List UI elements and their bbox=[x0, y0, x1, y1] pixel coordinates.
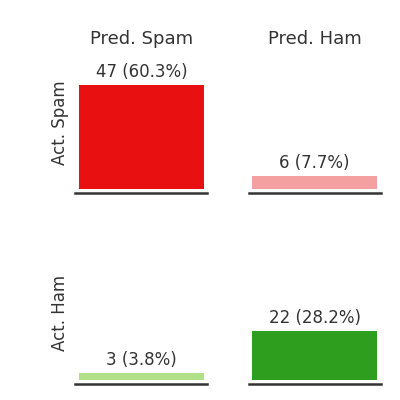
Y-axis label: Act. Ham: Act. Ham bbox=[51, 275, 69, 352]
Bar bbox=[79, 373, 204, 380]
Y-axis label: Act. Spam: Act. Spam bbox=[51, 80, 69, 165]
Bar bbox=[252, 331, 377, 380]
Bar bbox=[79, 85, 204, 189]
Text: 6 (7.7%): 6 (7.7%) bbox=[279, 154, 350, 172]
Text: 47 (60.3%): 47 (60.3%) bbox=[96, 63, 187, 81]
Text: 3 (3.8%): 3 (3.8%) bbox=[106, 351, 177, 369]
Text: 22 (28.2%): 22 (28.2%) bbox=[269, 309, 361, 327]
Title: Pred. Spam: Pred. Spam bbox=[90, 30, 193, 48]
Bar bbox=[252, 176, 377, 189]
Title: Pred. Ham: Pred. Ham bbox=[268, 30, 362, 48]
